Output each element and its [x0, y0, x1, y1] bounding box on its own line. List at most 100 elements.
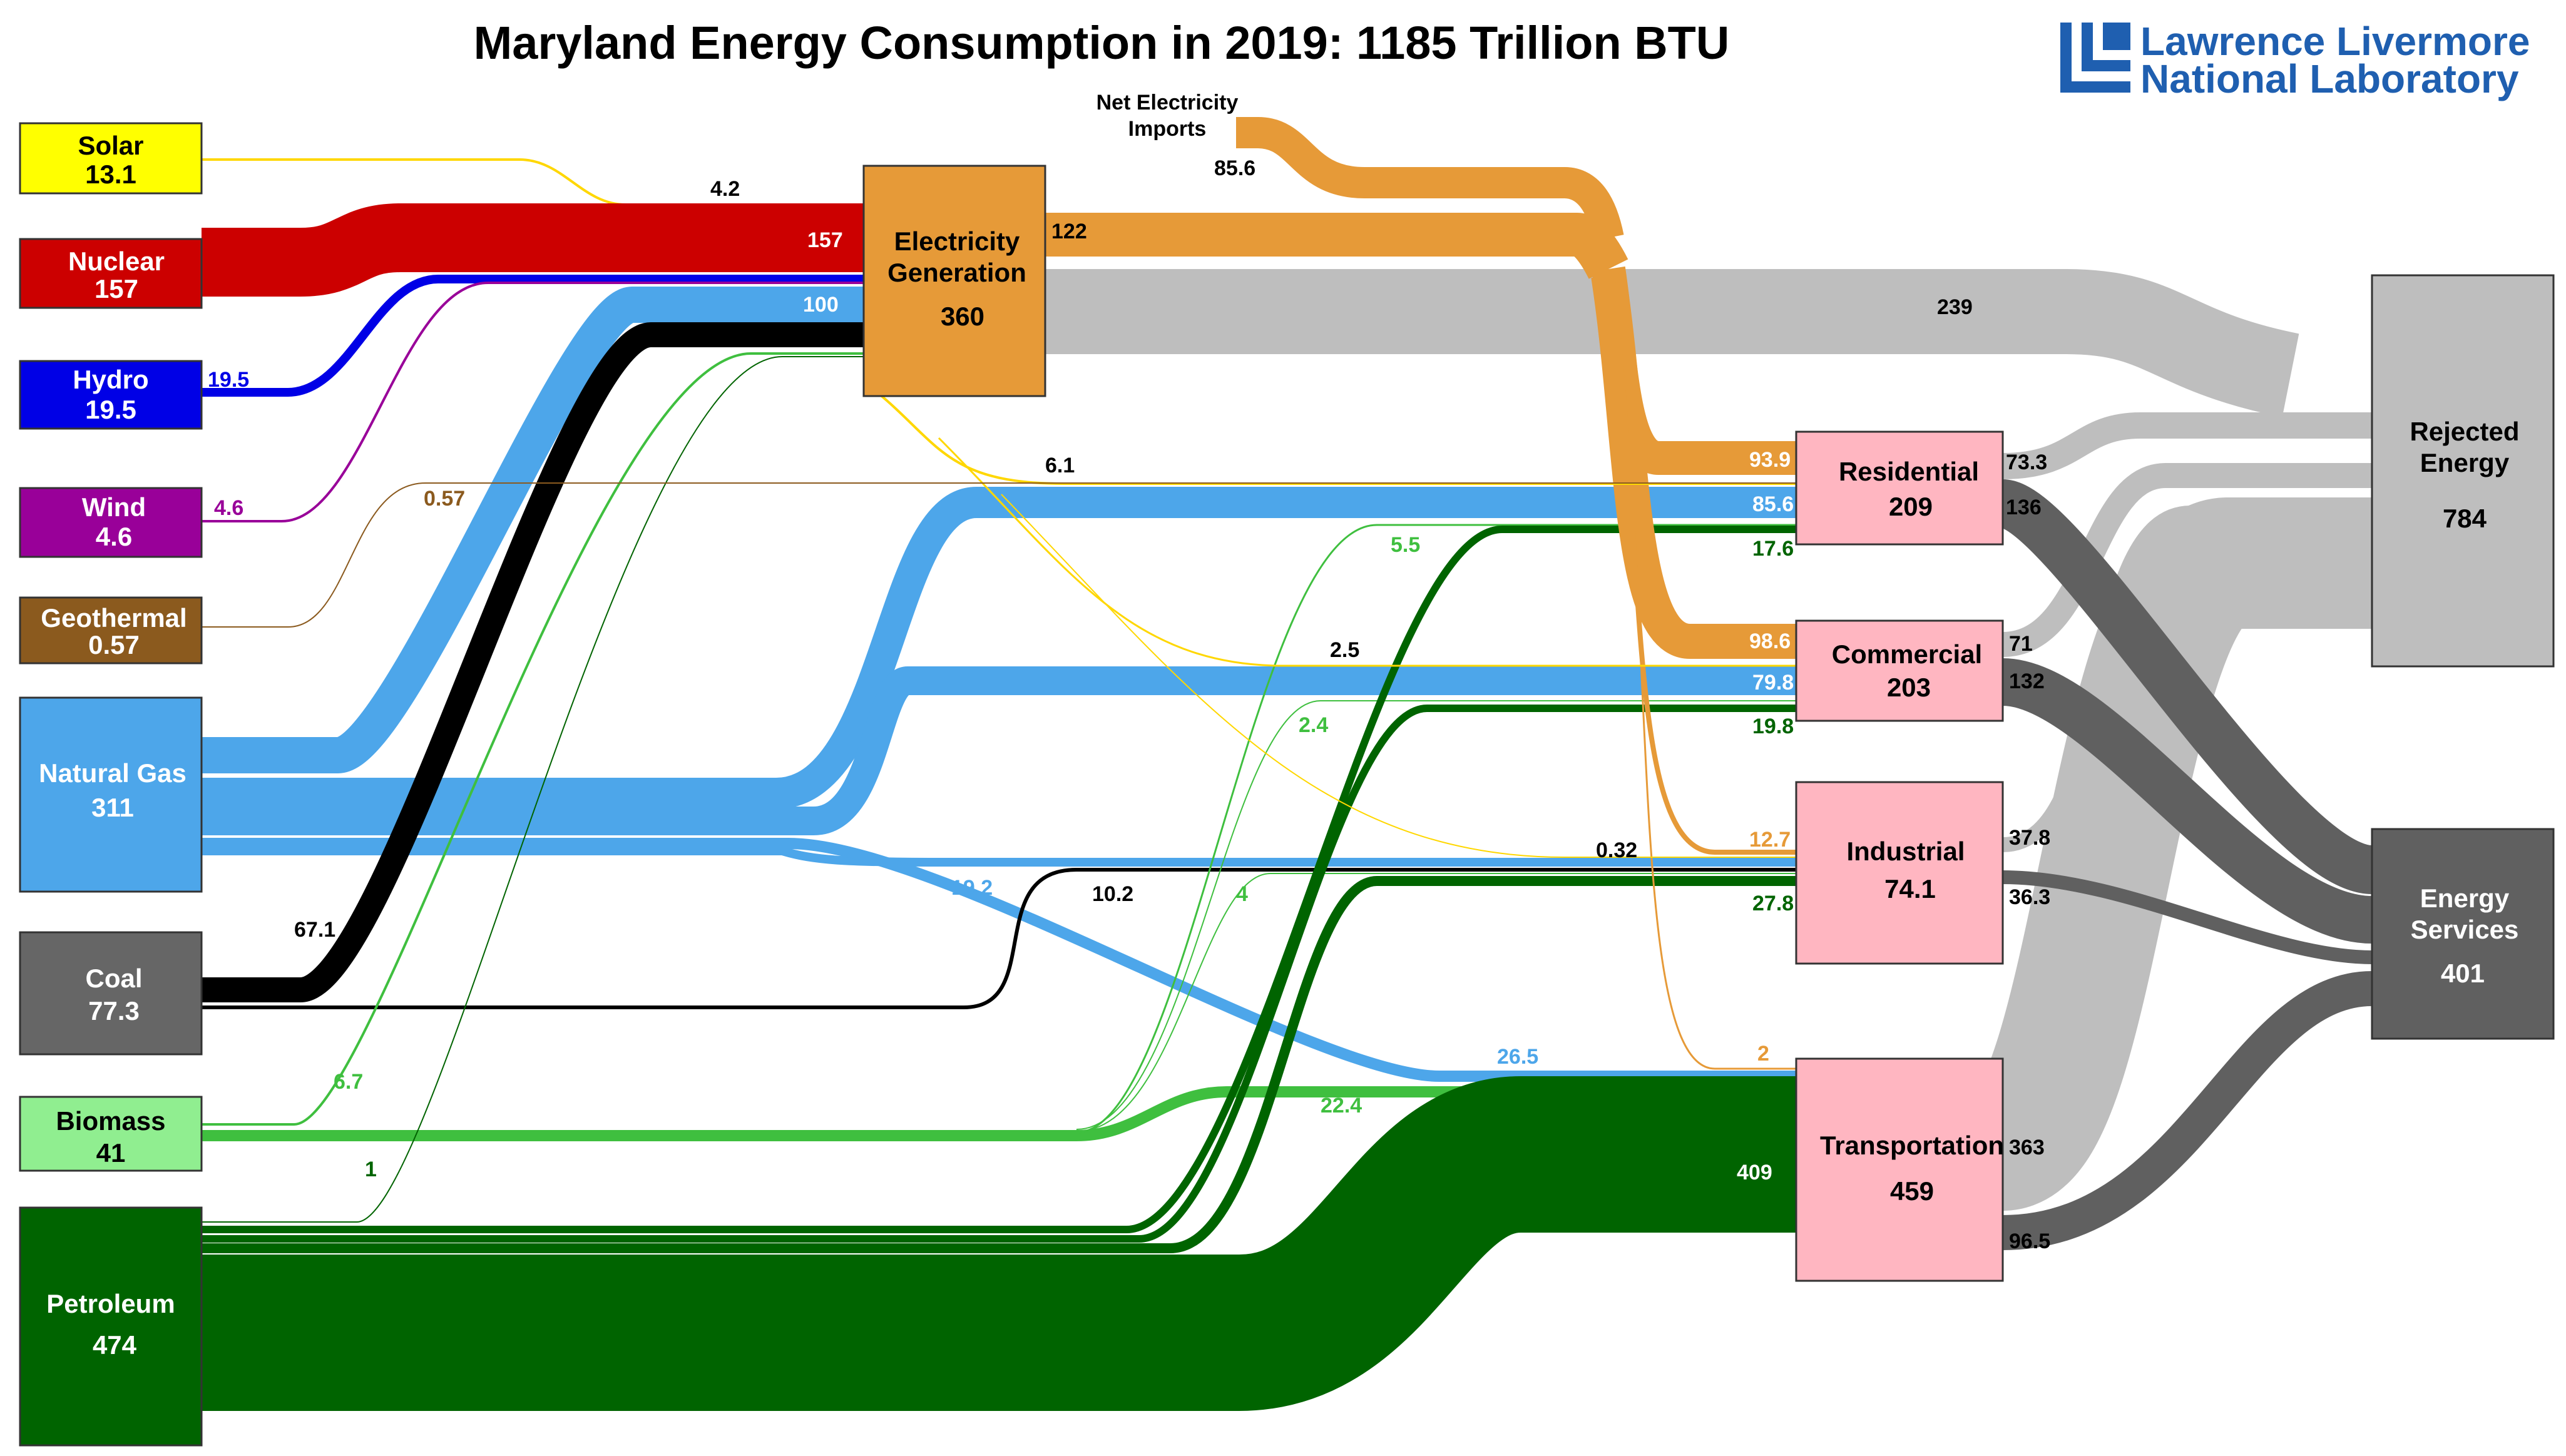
- label-biomass-residential: 5.5: [1391, 533, 1420, 557]
- flow-biomass-commercial: [1076, 700, 1796, 1130]
- label-coal-electricity: 67.1: [294, 918, 335, 942]
- flow-natural-gas-commercial: [202, 666, 1796, 835]
- node-commercial-name: Commercial: [1832, 639, 1982, 669]
- flow-wind-electricity: [202, 282, 864, 522]
- node-nuclear[interactable]: Nuclear 157: [19, 238, 203, 309]
- node-natural-gas[interactable]: Natural Gas 311: [19, 696, 203, 893]
- label-commercial-rejected: 71: [2009, 632, 2033, 656]
- node-biomass[interactable]: Biomass 41: [19, 1096, 203, 1172]
- flow-natural-gas-industrial: [202, 847, 1796, 867]
- label-petroleum-commercial: 19.8: [1752, 715, 1794, 738]
- label-biomass-commercial: 2.4: [1299, 713, 1328, 737]
- flow-electricity-industrial: [1609, 268, 1796, 855]
- net-imports-label-2: Imports: [1128, 117, 1207, 141]
- label-natural-gas-transportation: 26.5: [1497, 1045, 1538, 1069]
- node-geothermal-value: 0.57: [88, 630, 140, 659]
- flow-coal-industrial: [202, 868, 1796, 1009]
- node-hydro[interactable]: Hydro 19.5: [19, 360, 203, 430]
- flows: [202, 117, 2375, 1411]
- node-petroleum[interactable]: Petroleum 474: [19, 1206, 203, 1447]
- node-residential[interactable]: Residential 209: [1795, 430, 2004, 546]
- node-solar-name: Solar: [78, 131, 143, 160]
- label-petroleum-residential: 17.6: [1752, 537, 1794, 561]
- node-transportation-name: Transportation: [1820, 1131, 2004, 1160]
- flow-natural-gas-residential: [202, 487, 1796, 809]
- node-rejected-name-2: Energy: [2420, 448, 2510, 477]
- nodes: Solar 13.1 Nuclear 157 Hydro 19.5 Wind 4…: [19, 122, 2555, 1447]
- node-electricity-value: 360: [941, 302, 984, 331]
- flow-industrial-services: [2002, 870, 2373, 964]
- flow-residential-services: [1998, 479, 2375, 894]
- node-wind-value: 4.6: [96, 522, 132, 551]
- label-natural-gas-industrial: 19.2: [951, 876, 993, 900]
- node-rejected-name-1: Rejected: [2410, 417, 2519, 446]
- node-coal[interactable]: Coal 77.3: [19, 931, 203, 1056]
- label-geothermal-residential: 0.57: [424, 487, 465, 511]
- node-wind-name: Wind: [82, 492, 146, 522]
- node-energy-services[interactable]: Energy Services 401: [2371, 828, 2555, 1040]
- flow-electricity-sectors: [1045, 213, 1628, 279]
- label-petroleum-transportation: 409: [1737, 1161, 1772, 1184]
- node-petroleum-value: 474: [93, 1330, 137, 1360]
- label-commercial-services: 132: [2009, 669, 2045, 693]
- node-geothermal[interactable]: Geothermal 0.57: [19, 596, 203, 664]
- node-services-name-1: Energy: [2420, 883, 2510, 913]
- flow-biomass-residential: [1076, 524, 1796, 1134]
- label-transportation-services: 96.5: [2009, 1229, 2050, 1253]
- label-biomass-transportation: 22.4: [1321, 1094, 1362, 1117]
- label-natural-gas-residential: 85.6: [1752, 492, 1794, 516]
- node-solar[interactable]: Solar 13.1: [19, 122, 203, 195]
- node-nuclear-name: Nuclear: [68, 247, 165, 276]
- flow-coal-electricity: [202, 322, 864, 1002]
- node-transportation[interactable]: Transportation 459: [1795, 1057, 2004, 1282]
- llnl-logo-icon: [2060, 23, 2130, 93]
- node-electricity-generation[interactable]: Electricity Generation 360: [862, 165, 1046, 397]
- label-electricity-industrial: 12.7: [1749, 828, 1791, 852]
- label-petroleum-industrial: 27.8: [1752, 892, 1794, 915]
- node-petroleum-name: Petroleum: [46, 1289, 175, 1318]
- node-biomass-name: Biomass: [56, 1106, 165, 1136]
- node-industrial[interactable]: Industrial 74.1: [1795, 781, 2004, 965]
- label-coal-industrial: 10.2: [1092, 882, 1133, 906]
- node-hydro-value: 19.5: [85, 395, 136, 424]
- node-coal-value: 77.3: [88, 996, 140, 1026]
- label-biomass-electricity: 6.7: [334, 1070, 363, 1094]
- label-wind-electricity: 4.6: [214, 496, 243, 520]
- node-industrial-value: 74.1: [1884, 874, 1936, 904]
- logo-line-1: Lawrence Livermore: [2140, 19, 2530, 64]
- node-industrial-name: Industrial: [1846, 837, 1965, 866]
- node-natural-gas-name: Natural Gas: [39, 758, 187, 788]
- flow-biomass-transportation: [202, 1086, 1796, 1141]
- label-natural-gas-electricity: 100: [803, 293, 839, 317]
- label-solar-residential: 6.1: [1045, 454, 1075, 477]
- chart-title: Maryland Energy Consumption in 2019: 118…: [474, 17, 1730, 69]
- label-electricity-rejected: 239: [1937, 295, 1973, 319]
- flow-geothermal-residential: [202, 482, 1796, 628]
- flow-electricity-transportation: [1610, 268, 1796, 1070]
- node-wind[interactable]: Wind 4.6: [19, 487, 203, 558]
- label-transportation-rejected: 363: [2009, 1136, 2045, 1159]
- node-rejected-energy[interactable]: Rejected Energy 784: [2371, 274, 2555, 668]
- node-commercial[interactable]: Commercial 203: [1795, 619, 2004, 722]
- label-residential-services: 136: [2006, 496, 2042, 519]
- node-residential-value: 209: [1889, 492, 1933, 521]
- flow-electricity-rejected: [1045, 269, 2299, 417]
- label-electricity-commercial: 98.6: [1749, 629, 1791, 653]
- flow-natural-gas-electricity: [202, 287, 864, 773]
- node-electricity-name-2: Generation: [887, 258, 1026, 287]
- flow-residential-rejected: [2002, 412, 2372, 479]
- net-imports-label-1: Net Electricity: [1096, 91, 1239, 115]
- flow-petroleum-industrial: [202, 876, 1796, 1253]
- flow-solar-industrial: [1001, 494, 1796, 858]
- flow-petroleum-commercial: [202, 705, 1796, 1243]
- label-industrial-rejected: 37.8: [2009, 826, 2050, 850]
- flow-solar-electricity: [202, 158, 864, 206]
- label-solar-electricity: 4.2: [710, 177, 740, 201]
- label-biomass-industrial: 4: [1236, 882, 1248, 906]
- label-electricity-sectors: 122: [1051, 220, 1087, 243]
- node-electricity-name-1: Electricity: [894, 227, 1020, 256]
- flow-transportation-rejected: [1973, 497, 2372, 1211]
- node-coal-name: Coal: [85, 964, 142, 993]
- node-nuclear-value: 157: [95, 274, 138, 303]
- flow-nuclear-electricity: [202, 203, 864, 297]
